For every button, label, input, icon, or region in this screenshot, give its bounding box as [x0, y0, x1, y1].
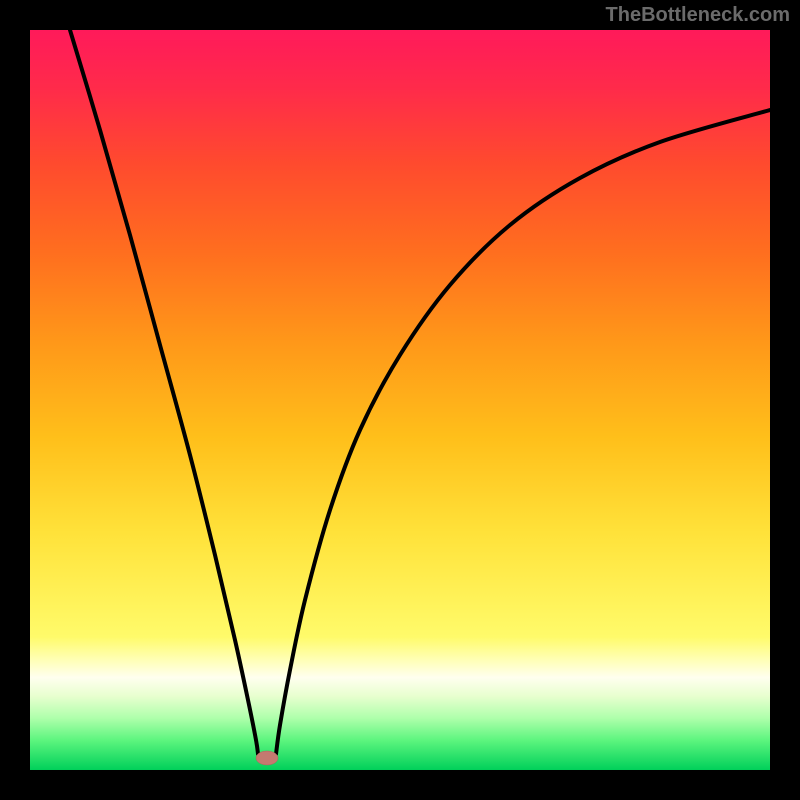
bottleneck-chart	[0, 0, 800, 800]
chart-container: TheBottleneck.com	[0, 0, 800, 800]
minimum-marker	[256, 751, 278, 765]
watermark-text: TheBottleneck.com	[606, 4, 790, 27]
